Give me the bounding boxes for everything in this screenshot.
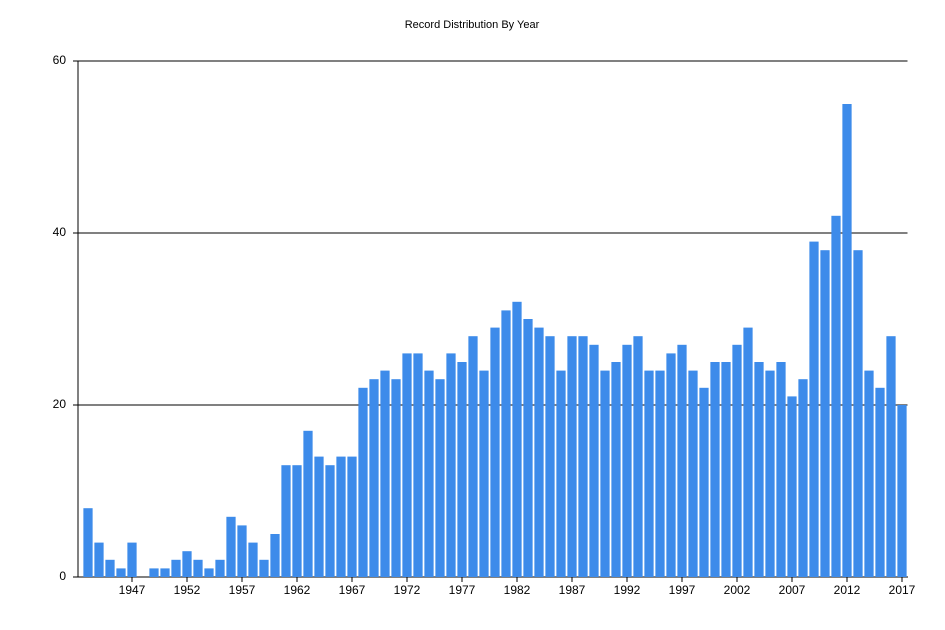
bar [853,250,863,577]
bar [83,508,93,577]
y-tick-label: 0 [59,569,66,583]
chart-title: Record Distribution By Year [405,19,540,31]
bar [391,379,401,577]
bar [127,542,137,577]
x-tick-label: 2002 [724,583,751,597]
bar [347,456,357,577]
bar [677,344,687,577]
bar [556,370,566,577]
bar [435,379,445,577]
x-tick-label: 2012 [834,583,861,597]
bar [424,370,434,577]
bar [655,370,665,577]
bar [215,559,225,577]
bar [710,362,720,577]
bar [149,568,159,577]
bar [336,456,346,577]
bar [765,370,775,577]
bar [776,362,786,577]
x-tick-label: 2017 [889,583,916,597]
bar [479,370,489,577]
bar [270,534,280,577]
bar [600,370,610,577]
bar [193,559,203,577]
bar [237,525,247,577]
bar [622,344,632,577]
x-tick-label: 1982 [504,583,531,597]
bar [897,405,907,577]
bar [226,516,236,577]
x-tick-label: 1972 [394,583,421,597]
bar [446,353,456,577]
bar [875,387,885,577]
bar [798,379,808,577]
bar [303,430,313,577]
bar [490,327,500,577]
bar [314,456,324,577]
x-tick-label: 1977 [449,583,476,597]
x-tick-label: 1992 [614,583,641,597]
bar [545,336,555,577]
bar [732,344,742,577]
bar [864,370,874,577]
bar [116,568,126,577]
bar [688,370,698,577]
bar [809,241,819,577]
bar [94,542,104,577]
x-tick-label: 1997 [669,583,696,597]
bar [105,559,115,577]
bar [171,559,181,577]
x-tick-label: 1952 [174,583,201,597]
x-tick-label: 1967 [339,583,366,597]
bar [468,336,478,577]
bar [182,551,192,577]
bar [259,559,269,577]
bar [820,250,830,577]
bar [501,310,511,577]
bar [842,104,852,577]
bar [204,568,214,577]
bar [248,542,258,577]
bar [699,387,709,577]
bar [457,362,467,577]
bar [160,568,170,577]
y-tick-label: 40 [53,225,67,239]
x-tick-label: 2007 [779,583,806,597]
bar [644,370,654,577]
bar [754,362,764,577]
bar [831,215,841,578]
bar [325,465,335,577]
x-tick-label: 1947 [119,583,146,597]
bar [380,370,390,577]
bar [567,336,577,577]
bar [523,319,533,577]
bar [589,344,599,577]
bar [666,353,676,577]
bar [281,465,291,577]
bar [787,396,797,577]
bar [358,387,368,577]
bar [743,327,753,577]
bar [886,336,896,577]
y-tick-label: 20 [53,397,67,411]
bar [512,301,522,577]
bar [578,336,588,577]
x-tick-label: 1962 [284,583,311,597]
bar [369,379,379,577]
x-tick-label: 1987 [559,583,586,597]
x-tick-label: 1957 [229,583,256,597]
bar [633,336,643,577]
bar [413,353,423,577]
y-tick-label: 60 [53,53,67,67]
bar [402,353,412,577]
bar [534,327,544,577]
bar [292,465,302,577]
bar [611,362,621,577]
bar [721,362,731,577]
